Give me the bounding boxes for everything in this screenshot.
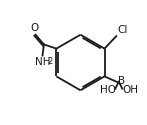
Text: OH: OH	[123, 85, 139, 95]
Text: HO: HO	[100, 85, 116, 95]
Text: NH: NH	[35, 57, 50, 67]
Text: O: O	[31, 23, 39, 33]
Text: B: B	[118, 76, 125, 86]
Text: Cl: Cl	[117, 25, 127, 35]
Text: 2: 2	[47, 57, 52, 66]
